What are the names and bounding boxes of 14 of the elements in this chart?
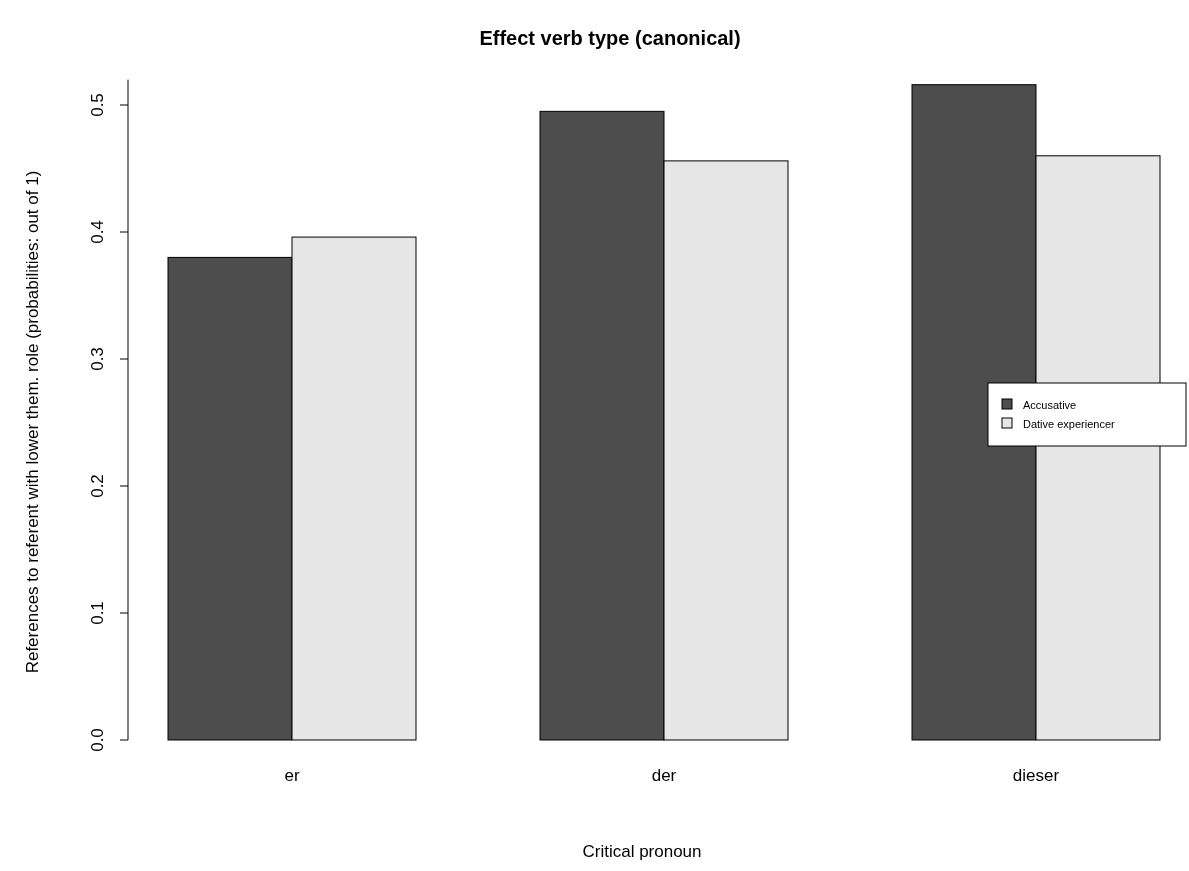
y-tick-label: 0.0 xyxy=(88,728,107,752)
chart-title: Effect verb type (canonical) xyxy=(479,27,741,49)
y-tick-label: 0.2 xyxy=(88,474,107,498)
x-tick-label: dieser xyxy=(1012,766,1060,785)
x-tick-label: er xyxy=(284,766,300,785)
y-tick-label: 0.4 xyxy=(88,220,107,244)
x-axis-title: Critical pronoun xyxy=(582,842,702,861)
legend-label: Accusative xyxy=(1023,399,1077,411)
x-tick-label: der xyxy=(651,766,677,785)
y-axis-title: References to referent with lower them. role (probabilities: out of 1) xyxy=(23,170,42,674)
y-tick-label: 0.3 xyxy=(88,347,107,371)
legend-label: Dative experiencer xyxy=(1023,418,1116,430)
y-tick-label: 0.5 xyxy=(88,93,107,117)
y-tick-label: 0.1 xyxy=(88,601,107,625)
